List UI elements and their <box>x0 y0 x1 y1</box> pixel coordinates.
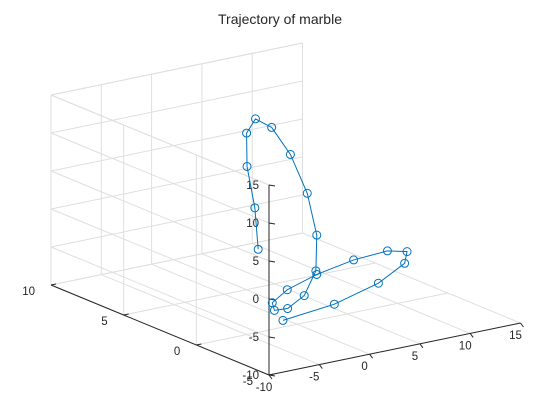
trajectory-marker <box>302 188 312 198</box>
trajectory-marker <box>373 278 383 288</box>
z-tick-mark <box>268 222 276 225</box>
grid-line-z-backwall <box>50 156 303 210</box>
z-tick-label: -10 <box>242 370 259 382</box>
trajectory-marker <box>267 298 277 308</box>
z-tick-label: 0 <box>253 294 259 306</box>
z-tick-label: 5 <box>253 256 259 268</box>
x-tick-mark <box>268 374 273 380</box>
y-tick-label: 0 <box>174 346 180 358</box>
y-tick-label: 10 <box>22 286 35 298</box>
y-tick-mark <box>123 313 129 316</box>
grid-line-z-sidewall <box>50 132 270 224</box>
y-tick-label: 5 <box>101 316 107 328</box>
grid-line-z-backwall <box>50 194 303 248</box>
trajectory-marker <box>250 114 260 124</box>
grid-line-x-floor <box>201 253 421 345</box>
trajectory-marker <box>242 128 252 138</box>
x-tick-label: 10 <box>459 340 472 352</box>
x-tick-label: -10 <box>256 382 273 394</box>
x-tick-label: 5 <box>412 351 418 363</box>
x-tick-mark <box>318 364 323 369</box>
trajectory-marker <box>299 291 309 301</box>
z-tick-label: 10 <box>246 218 259 230</box>
grid-line-x-floor <box>252 242 471 334</box>
x-tick-mark <box>520 322 524 328</box>
x-tick-label: -5 <box>309 372 319 384</box>
grid-line-z-sidewall <box>50 246 270 338</box>
box-edge-back-top-x <box>50 42 303 96</box>
z-tick-label: -5 <box>249 332 259 344</box>
trajectory-marker <box>250 203 260 213</box>
trajectory-marker <box>311 266 321 276</box>
x-tick-label: 0 <box>361 361 367 373</box>
trajectory-marker <box>283 304 293 314</box>
trajectory-marker <box>329 299 339 309</box>
trajectory-marker <box>242 161 252 171</box>
z-tick-mark <box>268 336 276 339</box>
z-tick-mark <box>268 184 276 187</box>
y-tick-mark <box>196 343 202 346</box>
z-tick-mark <box>268 374 276 377</box>
trajectory-marker <box>400 258 410 268</box>
trajectory-marker <box>253 244 263 254</box>
grid-line-x-floor <box>302 232 521 324</box>
trajectory-line <box>246 118 408 321</box>
y-tick-label: -5 <box>243 376 253 388</box>
x-tick-mark <box>469 333 474 338</box>
z-tick-label: 15 <box>246 180 259 192</box>
box-edge-back-top-y <box>50 94 270 186</box>
grid-line-z-backwall <box>50 118 303 172</box>
y-tick-mark <box>50 283 57 286</box>
x-tick-mark <box>419 343 424 349</box>
trajectory-marker <box>267 122 277 132</box>
grid-line-z-backwall <box>50 80 303 134</box>
trajectory-marker <box>285 149 295 159</box>
trajectory-marker <box>312 230 322 240</box>
grid-line-x-floor <box>151 263 370 355</box>
grid-line-y-floor <box>123 262 376 316</box>
trajectory-marker <box>382 246 392 256</box>
x-tick-mark <box>369 353 374 359</box>
x-tick-label: 15 <box>509 330 522 342</box>
grid-line-x-floor <box>101 274 320 366</box>
trajectory-marker <box>349 255 359 265</box>
trajectory-marker <box>312 269 322 279</box>
trajectory-marker <box>402 247 412 257</box>
trajectory-marker <box>282 285 292 295</box>
z-tick-mark <box>268 260 276 263</box>
trajectory-marker <box>278 315 288 325</box>
grid-line-z-sidewall <box>50 208 270 300</box>
grid-line-z-backwall <box>50 232 303 286</box>
chart-title: Trajectory of marble <box>218 11 342 27</box>
grid-line-z-sidewall <box>50 170 270 262</box>
y-axis-line <box>50 284 270 376</box>
grid-line-y-floor <box>196 292 448 346</box>
x-axis-line <box>268 322 521 376</box>
